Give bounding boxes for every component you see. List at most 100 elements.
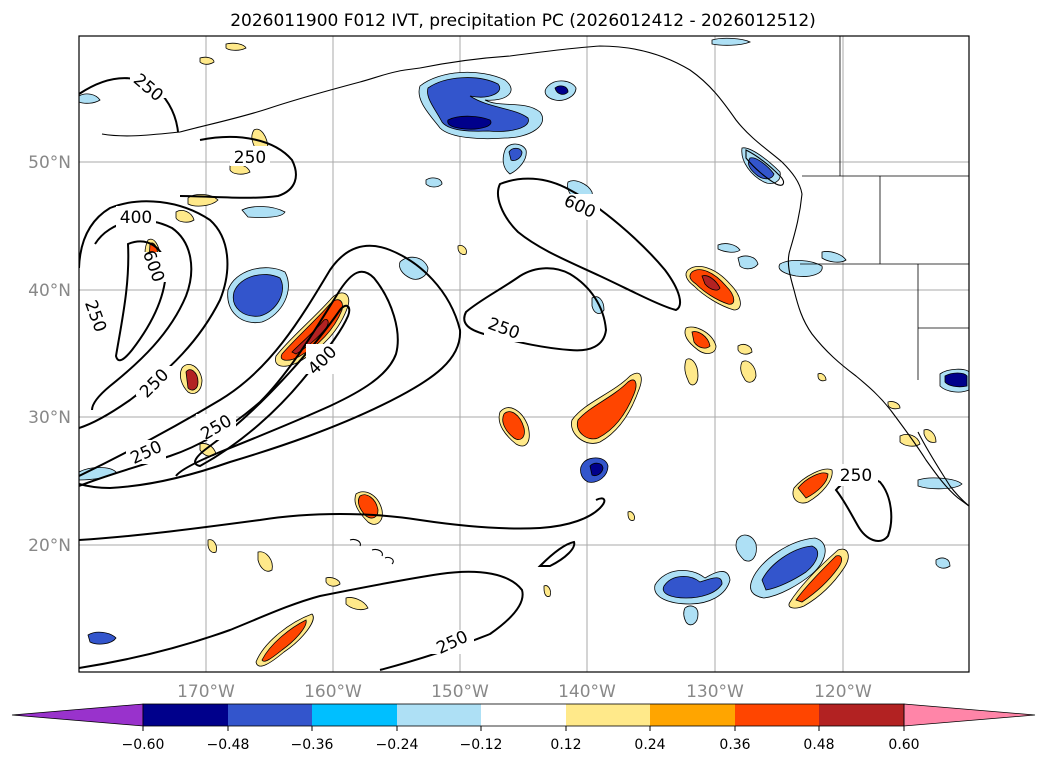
colorbar-tick-label: 0.60: [888, 737, 919, 753]
colorbar-segment: [228, 704, 312, 726]
contour-label-bg: [196, 414, 236, 440]
lon-tick-label: 170°W: [177, 682, 235, 702]
contour-label-bg: [80, 298, 110, 334]
neg-blob: [944, 372, 968, 388]
contour-label-bg: [430, 630, 474, 654]
contour-label-bg: [116, 206, 156, 228]
colorbar-segment: [566, 704, 650, 726]
lat-tick-label: 40°N: [28, 281, 71, 301]
colorbar-segment: [312, 704, 397, 726]
colorbar-ticks: [142, 726, 905, 731]
ivt-contour-250: [79, 200, 229, 429]
colorbar-tick-label: 0.24: [634, 737, 665, 753]
contour-label-bg: [306, 344, 340, 374]
pos-blob: [261, 619, 307, 662]
pos-blob: [345, 597, 369, 611]
neg-blob: [79, 93, 101, 104]
neg-blob: [447, 115, 492, 130]
contour-label: 250: [840, 466, 872, 486]
contour-label-bg: [140, 252, 170, 282]
pos-blob: [797, 472, 829, 499]
lat-tick-labels: 50°N 40°N 30°N 20°N: [28, 153, 71, 556]
lon-tick-label: 150°W: [431, 682, 489, 702]
neg-blob: [232, 274, 283, 317]
neg-blob: [508, 147, 523, 161]
lon-tick-label: 140°W: [558, 682, 616, 702]
colorbar-tick-label: 0.12: [550, 737, 581, 753]
lat-tick-label: 50°N: [28, 153, 71, 173]
map-frame: [78, 35, 970, 673]
negative-pc-shading: [79, 37, 969, 645]
colorbar-frame: [142, 703, 905, 727]
colorbar-segment: [819, 704, 904, 726]
neg-blob: [241, 206, 286, 218]
ivt-contour-250: [79, 497, 606, 541]
colorbar-segment: [481, 704, 566, 726]
neg-blob: [662, 576, 723, 599]
alaska-peninsula-coast: [179, 67, 421, 133]
neg-blob: [711, 37, 751, 46]
pos-blob: [502, 411, 525, 440]
neg-blob: [683, 605, 699, 626]
pos-blob: [325, 577, 341, 587]
neg-blob: [589, 462, 604, 476]
pos-blob: [576, 379, 637, 440]
neg-blob: [87, 631, 117, 645]
colorbar-tick-label: −0.36: [291, 737, 334, 753]
pos-blob: [175, 210, 195, 223]
neg-blob: [735, 534, 757, 562]
contour-label-bg: [230, 146, 270, 166]
lat-tick-label: 30°N: [28, 408, 71, 428]
pos-blob: [701, 275, 721, 291]
ivt-contour-250: [537, 540, 576, 567]
colorbar-tick-label: 0.48: [803, 737, 834, 753]
contour-label-bg: [484, 316, 524, 342]
neg-blob: [399, 256, 429, 280]
pos-blob: [923, 429, 937, 443]
pos-blob: [257, 551, 273, 572]
colorbar-tick-labels: −0.60 −0.48 −0.36 −0.24 −0.12 0.12 0.24 …: [122, 737, 920, 753]
colorbar-tick-label: 0.36: [719, 737, 750, 753]
pos-blob: [358, 494, 379, 519]
pos-blob: [887, 401, 901, 410]
state-borders: [800, 36, 969, 380]
neg-blob: [425, 177, 443, 188]
ivt-contour-250: [179, 135, 297, 199]
pos-blob: [225, 42, 247, 51]
contour-labels: 250 250 400 600 250 250 250 250 400 600: [80, 70, 878, 659]
neg-blob: [761, 545, 819, 591]
hawaii-islands: [349, 538, 394, 565]
neg-blob: [554, 85, 569, 95]
lon-tick-label: 160°W: [304, 682, 362, 702]
aleutian-arc: [101, 131, 181, 137]
colorbar-extend-left: [11, 703, 144, 727]
pos-blob: [543, 585, 551, 597]
figure-title: 2026011900 F012 IVT, precipitation PC (2…: [230, 11, 816, 31]
contour-label-bg: [560, 194, 600, 220]
pos-blob: [207, 539, 217, 553]
lat-tick-label: 20°N: [28, 536, 71, 556]
ivt-contour-250: [79, 570, 524, 671]
pos-blob: [795, 555, 842, 603]
pos-blob: [737, 344, 753, 355]
colorbar-extend-right: [903, 703, 1036, 727]
colorbar-segment: [397, 704, 481, 726]
pos-blob: [457, 245, 467, 255]
ivt-contour-250: [79, 244, 462, 490]
contour-label: 400: [120, 208, 152, 228]
pos-blob: [280, 299, 343, 361]
colorbar-tick-label: −0.24: [376, 737, 419, 753]
baja-coast: [917, 431, 969, 507]
colorbar-tick-label: −0.48: [207, 737, 250, 753]
map-panel: 250 250 400 600 250 250 250 250 400 600: [28, 35, 970, 702]
contour-label-bg: [834, 464, 878, 486]
contour-label-bg: [136, 366, 172, 396]
neg-blob: [821, 251, 847, 263]
neg-blob: [917, 477, 963, 490]
alaska-gulf-coast: [419, 45, 803, 195]
pos-blob: [691, 331, 711, 349]
colorbar-tick-label: −0.12: [460, 737, 503, 753]
lon-tick-labels: 170°W 160°W 150°W 140°W 130°W 120°W: [177, 682, 872, 702]
contour-label-bg: [126, 440, 166, 464]
